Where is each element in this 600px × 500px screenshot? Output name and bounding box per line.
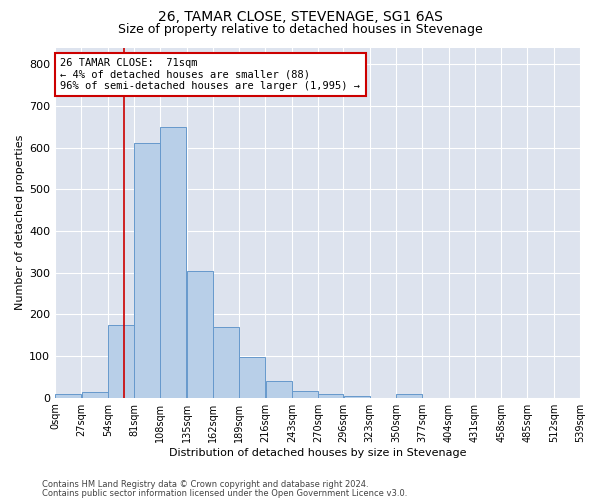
Bar xyxy=(134,144,160,398)
Bar xyxy=(239,358,265,398)
Bar xyxy=(266,381,292,398)
Text: 26, TAMAR CLOSE, STEVENAGE, SG1 6AS: 26, TAMAR CLOSE, STEVENAGE, SG1 6AS xyxy=(158,10,442,24)
Bar xyxy=(55,394,82,398)
Bar xyxy=(396,394,422,398)
Text: Contains HM Land Registry data © Crown copyright and database right 2024.: Contains HM Land Registry data © Crown c… xyxy=(42,480,368,489)
Bar xyxy=(318,394,343,398)
Bar xyxy=(160,126,187,398)
Text: Size of property relative to detached houses in Stevenage: Size of property relative to detached ho… xyxy=(118,22,482,36)
Bar xyxy=(292,392,318,398)
Bar xyxy=(108,324,134,398)
Text: Contains public sector information licensed under the Open Government Licence v3: Contains public sector information licen… xyxy=(42,488,407,498)
Bar xyxy=(344,396,370,398)
Text: 26 TAMAR CLOSE:  71sqm
← 4% of detached houses are smaller (88)
96% of semi-deta: 26 TAMAR CLOSE: 71sqm ← 4% of detached h… xyxy=(61,58,361,91)
Bar xyxy=(82,392,107,398)
X-axis label: Distribution of detached houses by size in Stevenage: Distribution of detached houses by size … xyxy=(169,448,466,458)
Y-axis label: Number of detached properties: Number of detached properties xyxy=(15,135,25,310)
Bar xyxy=(213,327,239,398)
Bar xyxy=(187,270,213,398)
